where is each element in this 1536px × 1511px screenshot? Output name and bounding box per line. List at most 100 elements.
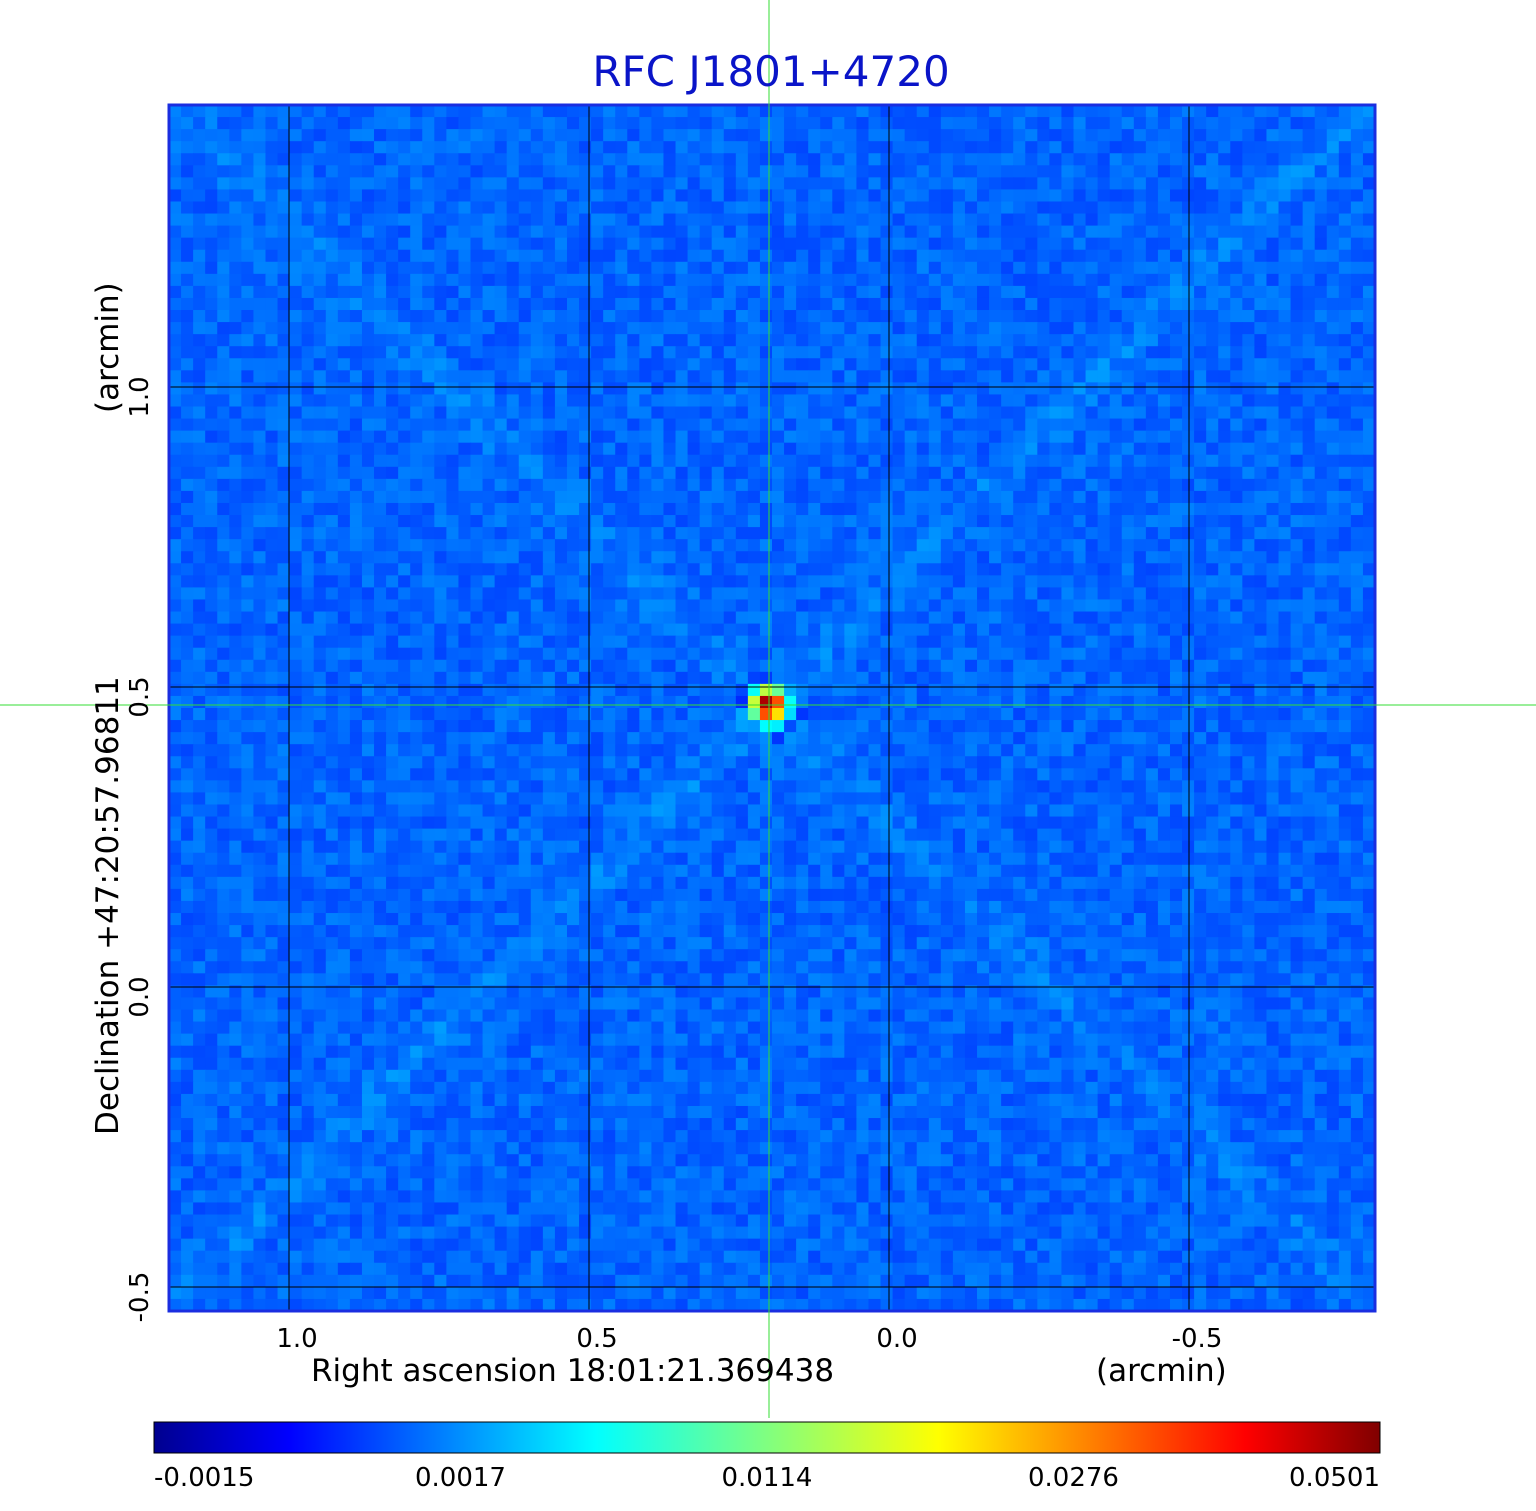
heatmap-cell [337,647,351,661]
heatmap-cell [796,141,809,154]
heatmap-cell [880,141,894,154]
heatmap-cell [1073,683,1087,697]
heatmap-cell [1169,563,1183,576]
heatmap-cell [217,527,230,540]
heatmap-cell [747,635,761,649]
heatmap-cell [229,599,242,613]
heatmap-cell [735,177,749,191]
heatmap-cell [1145,249,1159,263]
heatmap-cell [349,466,363,480]
heatmap-cell [784,201,797,215]
heatmap-cell [1182,418,1195,432]
heatmap-cell [193,141,206,154]
heatmap-cell [229,129,242,142]
heatmap-cell [1302,310,1316,323]
heatmap-cell [566,671,580,685]
heatmap-cell [832,683,845,697]
heatmap-cell [1182,635,1195,649]
heatmap-cell [1145,370,1159,383]
heatmap-cell [361,515,375,528]
heatmap-cell [784,490,797,504]
heatmap-cell [1182,515,1195,528]
heatmap-cell [940,563,954,576]
heatmap-cell [313,659,327,673]
heatmap-cell [325,249,339,263]
heatmap-cell [1109,599,1123,613]
heatmap-cell [434,671,447,685]
heatmap-cell [820,587,833,601]
heatmap-cell [169,430,182,444]
heatmap-cell [241,478,255,492]
heatmap-cell [301,141,315,154]
heatmap-cell [482,370,496,383]
heatmap-cell [169,466,182,480]
heatmap-cell [856,539,870,552]
heatmap-cell [482,599,496,613]
heatmap-cell [1049,515,1063,528]
heatmap-cell [759,611,773,625]
heatmap-cell [952,490,966,504]
heatmap-cell [1350,297,1364,311]
heatmap-cell [916,322,930,335]
heatmap-cell [422,539,435,552]
heatmap-cell [928,563,942,576]
heatmap-cell [856,394,870,408]
heatmap-cell [868,563,882,576]
heatmap-cell [928,322,942,335]
heatmap-cell [1157,297,1171,311]
heatmap-cell [1350,490,1364,504]
heatmap-cell [1218,273,1231,287]
heatmap-cell [952,418,966,432]
heatmap-cell [289,515,303,528]
heatmap-cell [1121,695,1135,709]
heatmap-cell [1097,129,1111,142]
heatmap-cell [868,201,882,215]
heatmap-cell [205,611,218,625]
heatmap-cell [277,490,291,504]
heatmap-cell [1254,297,1268,311]
heatmap-cell [892,322,906,335]
heatmap-cell [687,346,701,359]
heatmap-cell [277,141,291,154]
heatmap-cell [349,478,363,492]
heatmap-cell [1290,382,1304,396]
heatmap-cell [784,153,797,166]
heatmap-cell [229,189,242,203]
heatmap-cell [1218,141,1231,154]
heatmap-cell [639,695,652,709]
heatmap-cell [639,502,652,516]
heatmap-cell [904,442,918,456]
heatmap-cell [1097,225,1111,239]
heatmap-cell [1206,635,1219,649]
heatmap-cell [1218,237,1231,251]
heatmap-cell [1302,370,1316,383]
heatmap-cell [301,671,315,685]
heatmap-cell [1109,153,1123,166]
heatmap-cell [1037,225,1050,239]
heatmap-cell [205,382,218,396]
heatmap-cell [229,527,242,540]
heatmap-cell [1109,587,1123,601]
heatmap-cell [989,201,1002,215]
heatmap-cell [1061,406,1075,420]
heatmap-cell [1302,430,1316,444]
heatmap-cell [554,273,568,287]
heatmap-cell [482,527,496,540]
heatmap-cell [1218,575,1231,588]
heatmap-cell [1230,466,1243,480]
heatmap-cell [1061,599,1075,613]
heatmap-cell [349,334,363,347]
heatmap-cell [856,466,870,480]
heatmap-cell [591,647,604,661]
heatmap-cell [1194,285,1207,299]
heatmap-cell [470,201,484,215]
heatmap-cell [820,454,833,468]
heatmap-cell [349,382,363,396]
heatmap-cell [518,647,532,661]
heatmap-cell [1218,261,1231,275]
heatmap-cell [711,599,725,613]
heatmap-cell [735,599,749,613]
heatmap-cell [205,141,218,154]
heatmap-cell [1218,623,1231,637]
heatmap-cell [1121,322,1135,335]
